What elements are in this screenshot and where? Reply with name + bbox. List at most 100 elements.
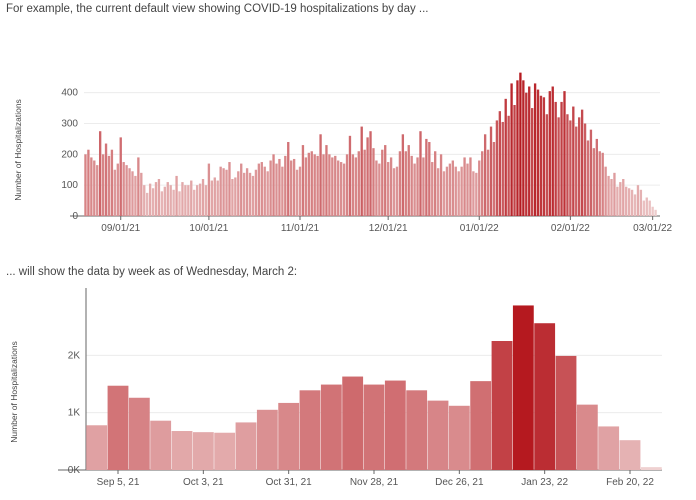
daily-y-tick-labels: 0 100 200 300 400	[61, 88, 78, 222]
bar	[589, 129, 593, 216]
bar	[372, 148, 375, 216]
bar	[504, 98, 507, 216]
bar	[345, 154, 349, 216]
bar	[442, 171, 446, 216]
bar	[225, 169, 228, 216]
bar	[272, 154, 275, 216]
bar	[469, 157, 472, 216]
x-tick-label: Sep 5, 21	[97, 477, 140, 488]
bar	[642, 200, 646, 216]
bar	[90, 157, 93, 216]
bar	[439, 154, 443, 216]
y-tick-label: 0K	[68, 465, 81, 476]
bar	[231, 179, 234, 216]
bar	[228, 162, 231, 216]
bar	[325, 145, 328, 216]
bar	[207, 163, 211, 216]
bar	[175, 175, 178, 216]
bar	[351, 154, 355, 216]
bar	[319, 134, 322, 216]
bar	[492, 142, 496, 216]
bar	[275, 163, 278, 216]
bar	[134, 175, 137, 216]
bar	[491, 341, 513, 470]
bar	[384, 145, 387, 216]
bar	[148, 183, 152, 216]
bar	[651, 206, 654, 216]
bar	[187, 185, 190, 216]
bar	[214, 432, 236, 470]
x-tick-label: 11/01/21	[281, 223, 320, 234]
bar	[627, 188, 631, 216]
bar	[630, 189, 634, 216]
bar	[337, 160, 340, 216]
bar	[140, 172, 143, 216]
bar	[616, 186, 619, 216]
bar	[210, 180, 214, 216]
bottom-caption: ... will show the data by week as of Wed…	[6, 266, 298, 278]
bar	[448, 405, 470, 470]
bar	[251, 175, 255, 216]
x-tick-label: Feb 20, 22	[606, 477, 654, 488]
bar	[548, 91, 551, 216]
bar	[436, 168, 440, 216]
bar	[193, 189, 196, 216]
bar	[245, 168, 249, 216]
bar	[625, 186, 628, 216]
x-tick-label: Oct 3, 21	[183, 477, 224, 488]
bar	[586, 140, 590, 216]
bar	[533, 83, 537, 217]
bar	[287, 142, 290, 216]
bar	[342, 376, 364, 470]
daily-x-tick-labels: 09/01/21 10/01/21 11/01/21 12/01/21 01/01/22…	[101, 216, 673, 234]
bar	[622, 179, 625, 216]
bar	[98, 131, 102, 216]
bar	[137, 157, 140, 216]
bar	[360, 126, 363, 216]
bar	[519, 72, 522, 216]
weekly-bars	[86, 305, 662, 470]
bar	[116, 163, 119, 216]
bar	[104, 143, 108, 216]
bar	[576, 404, 598, 470]
bar	[422, 157, 425, 216]
bar	[301, 145, 305, 216]
bar	[290, 160, 293, 216]
bar	[195, 185, 199, 216]
bar	[171, 431, 193, 470]
bar	[598, 151, 601, 216]
bar	[575, 126, 578, 216]
bar	[427, 400, 449, 470]
bar	[96, 165, 99, 216]
bar	[654, 209, 657, 216]
bar	[416, 157, 419, 216]
bar	[512, 305, 534, 470]
bar	[378, 163, 381, 216]
bar	[475, 172, 478, 216]
bar	[610, 179, 613, 216]
bar	[478, 160, 481, 216]
x-tick-label: 10/01/21	[189, 223, 228, 234]
bar	[398, 151, 402, 216]
bar	[633, 194, 637, 216]
bar	[451, 160, 454, 216]
bar	[348, 135, 352, 216]
bar	[407, 145, 410, 216]
bar	[395, 166, 399, 216]
bar	[298, 166, 302, 216]
top-caption: For example, the current default view sh…	[6, 3, 429, 15]
bar	[234, 177, 237, 216]
bar	[107, 155, 111, 216]
bar	[369, 131, 372, 216]
bar	[119, 137, 122, 216]
bar	[260, 162, 263, 216]
y-tick-label: 300	[61, 119, 78, 130]
bar	[256, 409, 278, 470]
bar	[87, 149, 90, 216]
bar	[563, 91, 566, 216]
bar	[434, 151, 437, 216]
bar	[219, 166, 222, 216]
bar	[93, 160, 96, 216]
bar	[86, 425, 108, 470]
